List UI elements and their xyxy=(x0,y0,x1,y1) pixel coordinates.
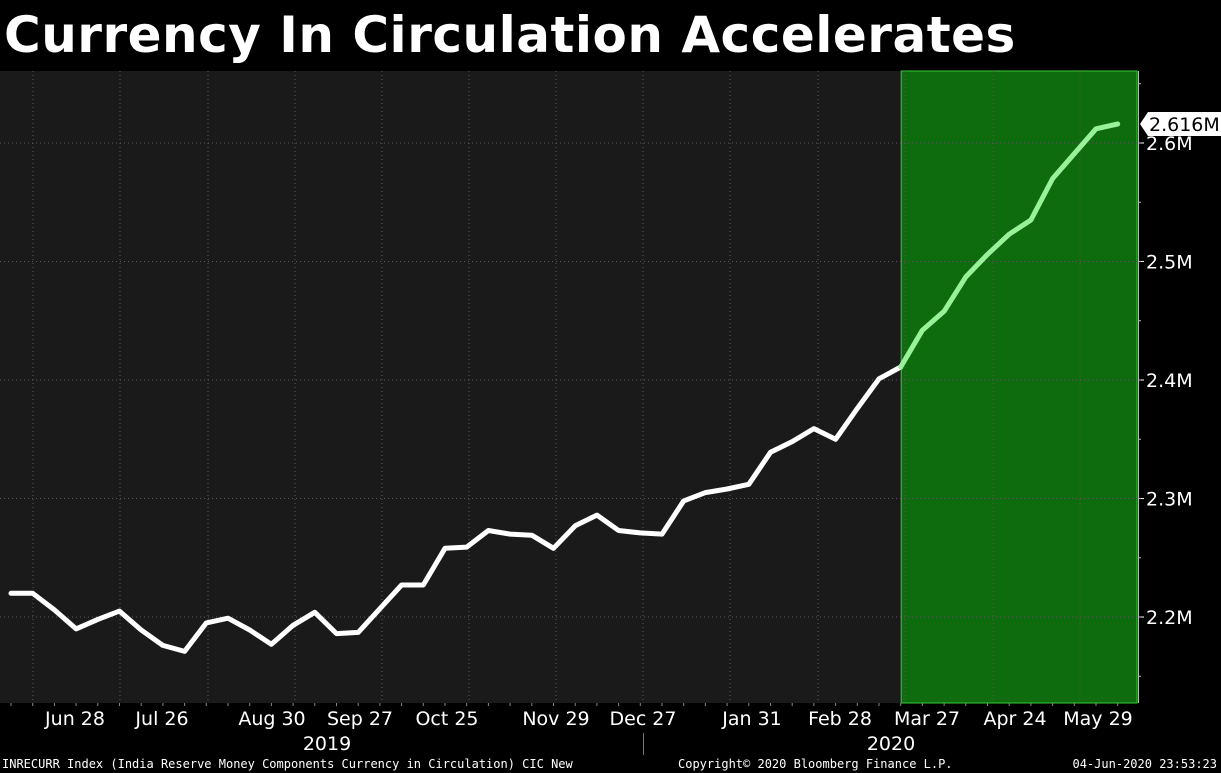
x-tick-label: Aug 30 xyxy=(238,708,305,730)
x-tick-label: Feb 28 xyxy=(808,708,872,730)
y-tick-label: 2.2M xyxy=(1146,607,1193,629)
y-tick-label: 2.5M xyxy=(1146,252,1193,274)
y-tick-label: 2.6M xyxy=(1146,133,1193,155)
x-tick-label: Mar 27 xyxy=(894,708,960,730)
chart-title: Currency In Circulation Accelerates xyxy=(4,6,1016,64)
x-tick-label: Nov 29 xyxy=(522,708,589,730)
year-label: 2019 xyxy=(303,733,351,755)
y-tick-label: 2.3M xyxy=(1146,489,1193,511)
highlight-region xyxy=(900,70,1138,704)
last-value-label: 2.616M xyxy=(1149,114,1220,136)
y-tick-label: 2.4M xyxy=(1146,370,1193,392)
x-tick-label: Sep 27 xyxy=(327,708,393,730)
year-label: 2020 xyxy=(867,733,915,755)
x-tick-label: Apr 24 xyxy=(983,708,1046,730)
series-line-highlight xyxy=(898,121,1121,370)
x-tick-label: Oct 25 xyxy=(415,708,478,730)
x-tick-label: Jan 31 xyxy=(721,708,782,730)
last-value-tag xyxy=(1140,112,1221,137)
footer-timestamp-text: 04-Jun-2020 23:53:23 xyxy=(1072,757,1218,771)
footer-copyright-text: Copyright© 2020 Bloomberg Finance L.P. xyxy=(678,757,953,771)
x-tick-label: Dec 27 xyxy=(610,708,677,730)
x-tick-label: May 29 xyxy=(1063,708,1133,730)
series-line xyxy=(8,364,904,654)
x-tick-label: Jun 28 xyxy=(44,708,105,730)
x-tick-label: Jul 26 xyxy=(134,708,188,730)
footer-source-text: INRECURR Index (India Reserve Money Comp… xyxy=(2,757,573,771)
